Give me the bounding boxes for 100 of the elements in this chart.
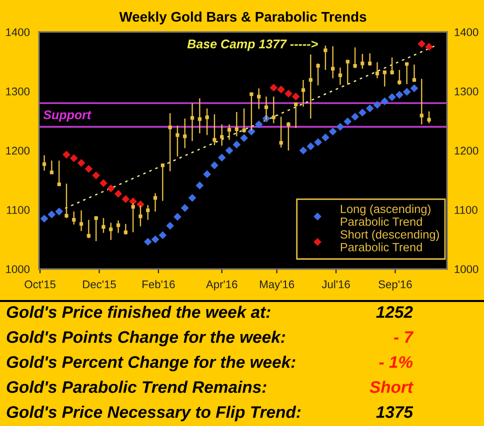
text: - 7 — [394, 331, 414, 343]
point — [272, 116, 276, 120]
point — [358, 108, 366, 116]
y2-tick-label: 1400 — [454, 28, 478, 36]
y2-tick-label: 1300 — [454, 88, 478, 96]
point — [190, 116, 194, 120]
point — [70, 154, 78, 162]
ref-line-label: Support — [43, 110, 92, 122]
point — [86, 234, 90, 238]
point — [72, 218, 76, 222]
point — [131, 204, 135, 209]
y-tick-label: 1200 — [6, 146, 30, 155]
point — [144, 238, 152, 246]
point — [166, 222, 174, 230]
point — [396, 90, 404, 99]
y2-tick-label: 1000 — [454, 265, 478, 274]
text: Gold's Price Necessary to Flip Trend: — [6, 406, 301, 422]
point — [346, 60, 350, 64]
x-tick-label: Feb'16 — [142, 280, 175, 288]
point — [294, 102, 298, 106]
point — [403, 88, 411, 96]
x-tick-label: Sep'16 — [378, 280, 412, 290]
annotation: Base Camp 1377 -----> — [187, 40, 318, 51]
point — [50, 170, 54, 174]
point — [84, 165, 92, 173]
point — [336, 122, 344, 131]
point — [425, 42, 433, 51]
point — [146, 208, 150, 212]
point — [329, 128, 337, 136]
point — [344, 118, 352, 126]
point — [168, 126, 172, 130]
point — [388, 93, 396, 101]
point — [255, 120, 263, 128]
point — [353, 64, 357, 68]
point — [234, 127, 238, 131]
point — [270, 84, 278, 92]
point — [102, 225, 106, 229]
point — [398, 80, 402, 84]
point — [160, 164, 164, 168]
x-tick-label: Apr'16 — [206, 280, 238, 290]
y-tick-label: 1100 — [6, 206, 30, 214]
point — [100, 179, 108, 187]
point — [122, 195, 130, 203]
point — [227, 128, 232, 132]
point — [322, 134, 330, 142]
point — [331, 66, 335, 71]
y2-tick-label: 1100 — [454, 206, 478, 214]
point — [225, 146, 234, 154]
point — [188, 194, 196, 202]
point — [306, 142, 314, 150]
point — [380, 98, 388, 106]
point — [277, 86, 285, 94]
point — [138, 214, 142, 218]
point — [107, 184, 115, 192]
point — [286, 122, 290, 126]
point — [232, 140, 240, 148]
point — [196, 182, 204, 190]
point — [427, 118, 431, 122]
point — [382, 70, 386, 74]
text: Gold's Price finished the week at: — [6, 306, 270, 318]
text: 1252 — [376, 306, 413, 318]
text: Gold's Points Change for the week: — [6, 330, 286, 346]
point — [79, 222, 84, 226]
point — [366, 104, 374, 112]
point — [174, 213, 182, 221]
point — [94, 216, 98, 220]
point — [308, 78, 312, 82]
text: Gold's Percent Change for the week: — [6, 356, 296, 372]
point — [151, 236, 160, 244]
text: 1375 — [376, 406, 414, 418]
point — [292, 92, 300, 100]
text: Gold's Parabolic Trend Remains: — [6, 380, 266, 393]
chart-title: Weekly Gold Bars & Parabolic Trends — [119, 12, 366, 24]
point — [301, 88, 306, 92]
point — [338, 73, 342, 78]
point — [324, 48, 328, 52]
legend-label: Long (ascending) Parabolic Trend — [340, 204, 430, 226]
x-tick-label: May'16 — [260, 280, 294, 290]
point — [405, 62, 409, 66]
point — [212, 138, 216, 142]
point — [418, 40, 426, 48]
point — [410, 84, 418, 92]
point — [153, 196, 158, 200]
point — [242, 128, 246, 132]
point — [48, 210, 56, 218]
point — [279, 140, 283, 145]
point — [412, 78, 416, 82]
point — [314, 138, 322, 146]
point — [250, 92, 254, 96]
point — [129, 198, 137, 206]
text: Short — [370, 380, 414, 393]
point — [203, 170, 211, 178]
point — [183, 134, 187, 138]
point — [205, 116, 209, 120]
point — [92, 172, 100, 180]
point — [210, 161, 218, 170]
point — [62, 150, 70, 158]
point — [420, 114, 424, 118]
point — [390, 70, 394, 74]
point — [57, 182, 61, 186]
